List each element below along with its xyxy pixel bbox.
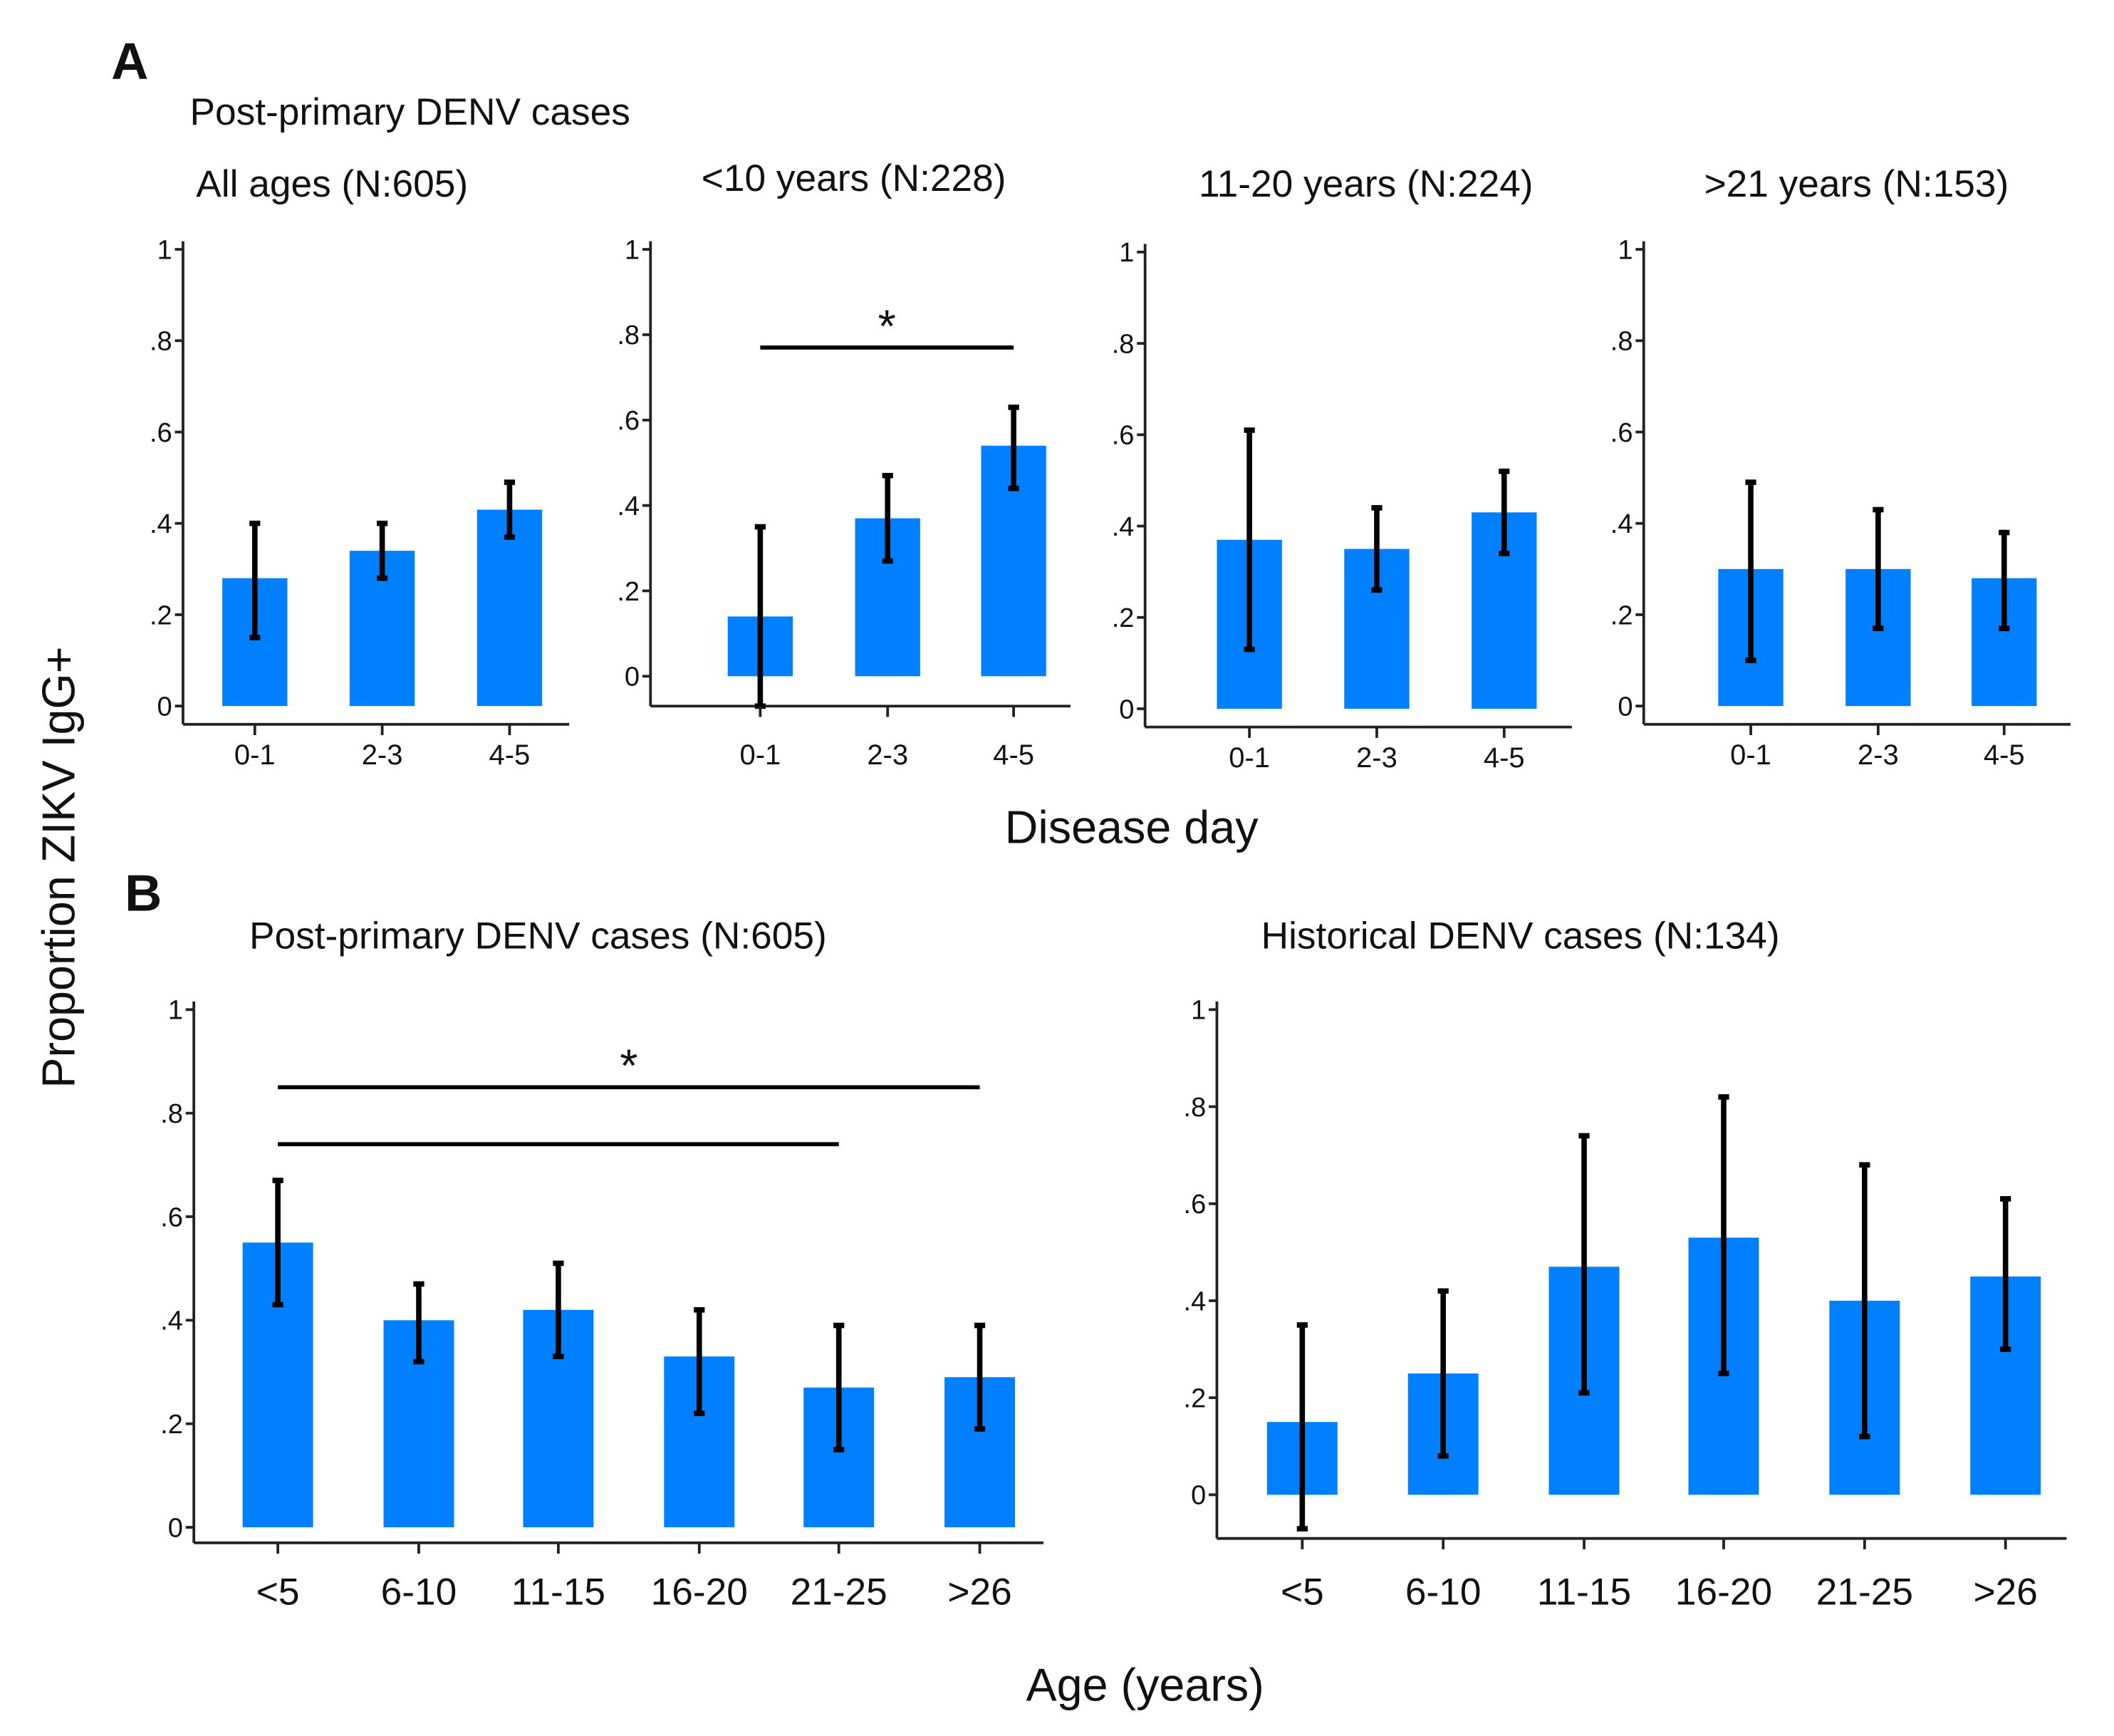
x-tick-label: 16-20 [1675,1571,1772,1613]
x-tick-label: 0-1 [1730,739,1771,771]
panel-a-letter: A [111,33,148,90]
chart-title: <10 years (N:228) [702,157,1006,199]
chart-3: >21 years (N:153) 0 .2 .4 .6 .8 1 0-1 2-3 4-5 [1610,163,2071,771]
y-tick-label: 0 [168,1513,183,1543]
y-tick-label: .2 [617,577,640,607]
y-tick-label: 0 [157,692,172,722]
y-tick-label: .6 [1184,1190,1207,1220]
y-tick-label: 1 [1618,235,1633,265]
x-tick-label: 21-25 [1816,1571,1913,1613]
chart-0: All ages (N:605) 0 .2 .4 .6 .8 1 0-1 2-3 4-5 [150,163,570,771]
y-tick-label: .2 [160,1410,183,1440]
y-axis-label: Proportion ZIKV IgG+ [33,647,85,1088]
y-tick-label: .2 [150,601,172,630]
y-tick-label: 1 [168,996,183,1026]
y-tick-label: .6 [150,418,172,448]
chart-title: 11-20 years (N:224) [1199,163,1534,205]
chart-5: Historical DENV cases (N:134) 0 .2 .4 .6 .8 1 <… [1184,915,2067,1613]
x-tick-label: <5 [256,1571,300,1613]
bar [477,509,543,707]
y-tick-label: .8 [150,327,172,357]
y-tick-label: .4 [1184,1287,1207,1316]
y-tick-label: .6 [1610,418,1633,448]
y-tick-label: 1 [1119,238,1134,268]
y-tick-label: .6 [617,406,640,436]
significance-marker: * [878,300,896,352]
y-tick-label: .8 [160,1099,183,1129]
y-tick-label: 0 [1119,695,1134,724]
y-tick-label: 0 [1618,692,1633,722]
y-tick-label: .4 [160,1306,183,1336]
x-tick-label: 4-5 [1984,739,2025,771]
x-tick-label: >26 [947,1571,1011,1613]
x-tick-label: >26 [1974,1571,2038,1613]
panel-a-heading: Post-primary DENV cases [189,91,630,133]
y-tick-label: 0 [625,662,640,692]
y-tick-label: 1 [625,235,640,265]
x-tick-label: 0-1 [1229,742,1270,774]
y-tick-label: .4 [1112,512,1135,542]
x-tick-label: 4-5 [1484,742,1525,774]
chart-title: Historical DENV cases (N:134) [1261,915,1780,957]
y-tick-label: .8 [1184,1093,1207,1123]
x-tick-label: 2-3 [1858,739,1899,771]
panel-b-letter: B [125,865,162,922]
x-tick-label: 2-3 [867,739,908,771]
chart-title: >21 years (N:153) [1704,163,2009,205]
x-tick-label: 4-5 [993,739,1034,771]
chart-4: Post-primary DENV cases (N:605) 0 .2 .4 .6 .8… [160,915,1043,1613]
y-tick-label: .8 [617,321,640,350]
x-tick-label: 21-25 [791,1571,887,1613]
y-tick-label: 1 [1191,996,1206,1026]
y-tick-label: 1 [157,235,172,265]
x-tick-label: 2-3 [1356,742,1397,774]
y-tick-label: .6 [1112,421,1135,451]
y-tick-label: .2 [1184,1383,1207,1413]
x-tick-label: 16-20 [651,1571,748,1613]
chart-2: 11-20 years (N:224) 0 .2 .4 .6 .8 1 0-1 2-3 4-5 [1112,163,1572,774]
y-tick-label: .4 [1610,509,1633,539]
panel-b-x-axis-label: Age (years) [1026,1659,1264,1711]
y-tick-label: .8 [1610,327,1633,357]
y-tick-label: .8 [1112,329,1135,359]
x-tick-label: 11-15 [1537,1571,1631,1613]
x-tick-label: 2-3 [362,739,403,771]
y-tick-label: .2 [1610,601,1633,630]
x-tick-label: 0-1 [740,739,781,771]
panel-a-x-axis-label: Disease day [1005,801,1259,853]
x-tick-label: 6-10 [381,1571,457,1613]
chart-title: Post-primary DENV cases (N:605) [249,915,827,957]
y-tick-label: .2 [1112,603,1135,633]
x-tick-label: 6-10 [1405,1571,1482,1613]
significance-marker: * [620,1040,637,1092]
chart-title: All ages (N:605) [196,163,468,205]
x-tick-label: 0-1 [234,739,276,771]
y-tick-label: .6 [160,1202,183,1232]
x-tick-label: 11-15 [511,1571,605,1613]
y-tick-label: 0 [1191,1481,1206,1511]
x-tick-label: 4-5 [489,739,531,771]
chart-1: <10 years (N:228) 0 .2 .4 .6 .8 1 0-1 2-3 4-5 * [617,157,1071,771]
y-tick-label: .4 [150,509,172,539]
y-tick-label: .4 [617,492,640,521]
x-tick-label: <5 [1281,1571,1324,1613]
